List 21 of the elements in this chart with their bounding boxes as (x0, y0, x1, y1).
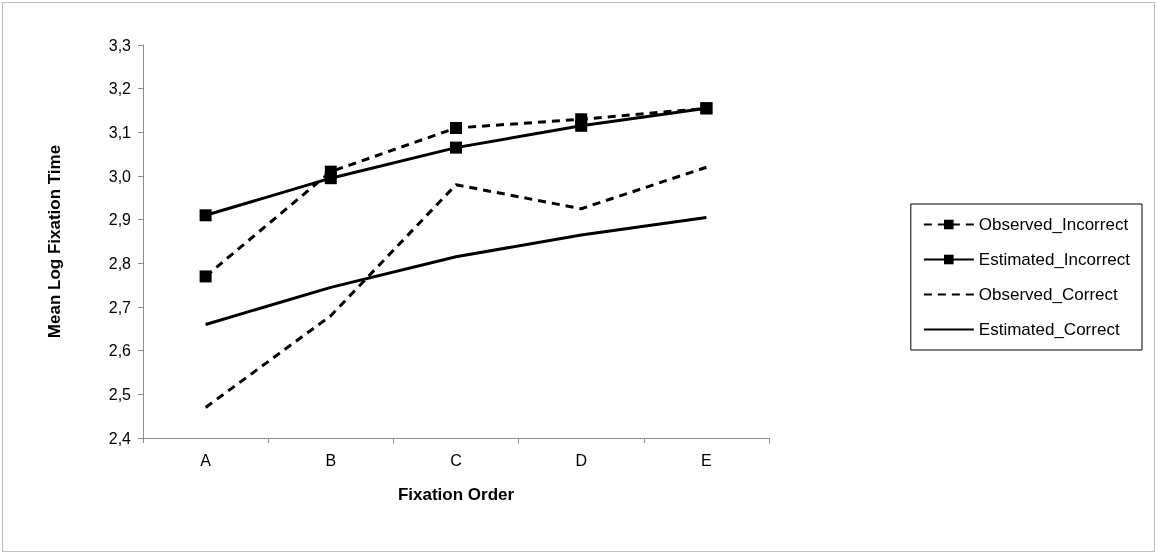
y-tick-label: 2,4 (108, 429, 132, 447)
legend-label: Estimated_Incorrect (978, 250, 1131, 269)
y-tick-label: 2,7 (108, 298, 132, 316)
y-tick-label: 3,0 (108, 167, 132, 185)
y-tick-label: 2,8 (108, 254, 132, 272)
y-tick-label: 2,5 (108, 385, 132, 403)
y-tick-label: 2,9 (108, 211, 132, 229)
x-tick-label: A (200, 451, 212, 469)
x-tick-label: C (450, 451, 462, 469)
y-tick-label: 3,1 (108, 123, 132, 141)
x-tick-label: B (325, 451, 337, 469)
legend-label: Observed_Correct (978, 285, 1118, 304)
y-tick-label: 2,6 (108, 342, 132, 360)
legend-label: Observed_Incorrect (978, 215, 1129, 234)
y-tick-label: 3,2 (108, 80, 132, 98)
x-tick-label: D (575, 451, 587, 469)
y-axis-title: Mean Log Fixation Time (45, 144, 64, 339)
legend-label: Estimated_Correct (978, 320, 1120, 339)
y-tick-label: 3,3 (108, 36, 132, 54)
x-axis-title: Fixation Order (397, 485, 515, 504)
x-tick-label: E (701, 451, 712, 469)
